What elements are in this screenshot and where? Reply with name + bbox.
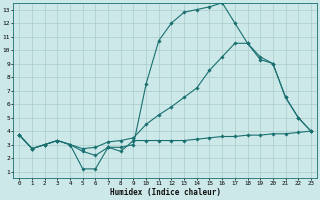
X-axis label: Humidex (Indice chaleur): Humidex (Indice chaleur) (110, 188, 220, 197)
